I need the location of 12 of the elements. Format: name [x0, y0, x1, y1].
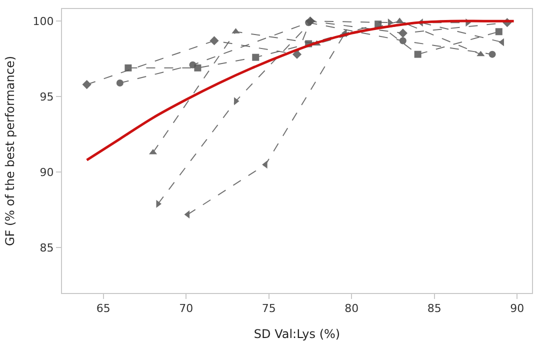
y-tick-label: 95: [40, 90, 54, 104]
x-tick-label: 75: [262, 302, 276, 316]
y-tick-label: 90: [40, 166, 54, 179]
x-tick-label: 80: [344, 302, 359, 316]
y-tick-label: 100: [32, 14, 54, 28]
y-tick-label: 85: [40, 242, 54, 255]
x-tick-label: 85: [427, 302, 442, 316]
y-axis-title: GF (% of the best performance): [3, 56, 18, 246]
x-axis-title: SD Val:Lys (%): [254, 327, 340, 342]
x-tick-label: 70: [179, 302, 194, 316]
x-tick-label: 65: [96, 302, 110, 316]
x-tick-label: 90: [510, 302, 524, 316]
